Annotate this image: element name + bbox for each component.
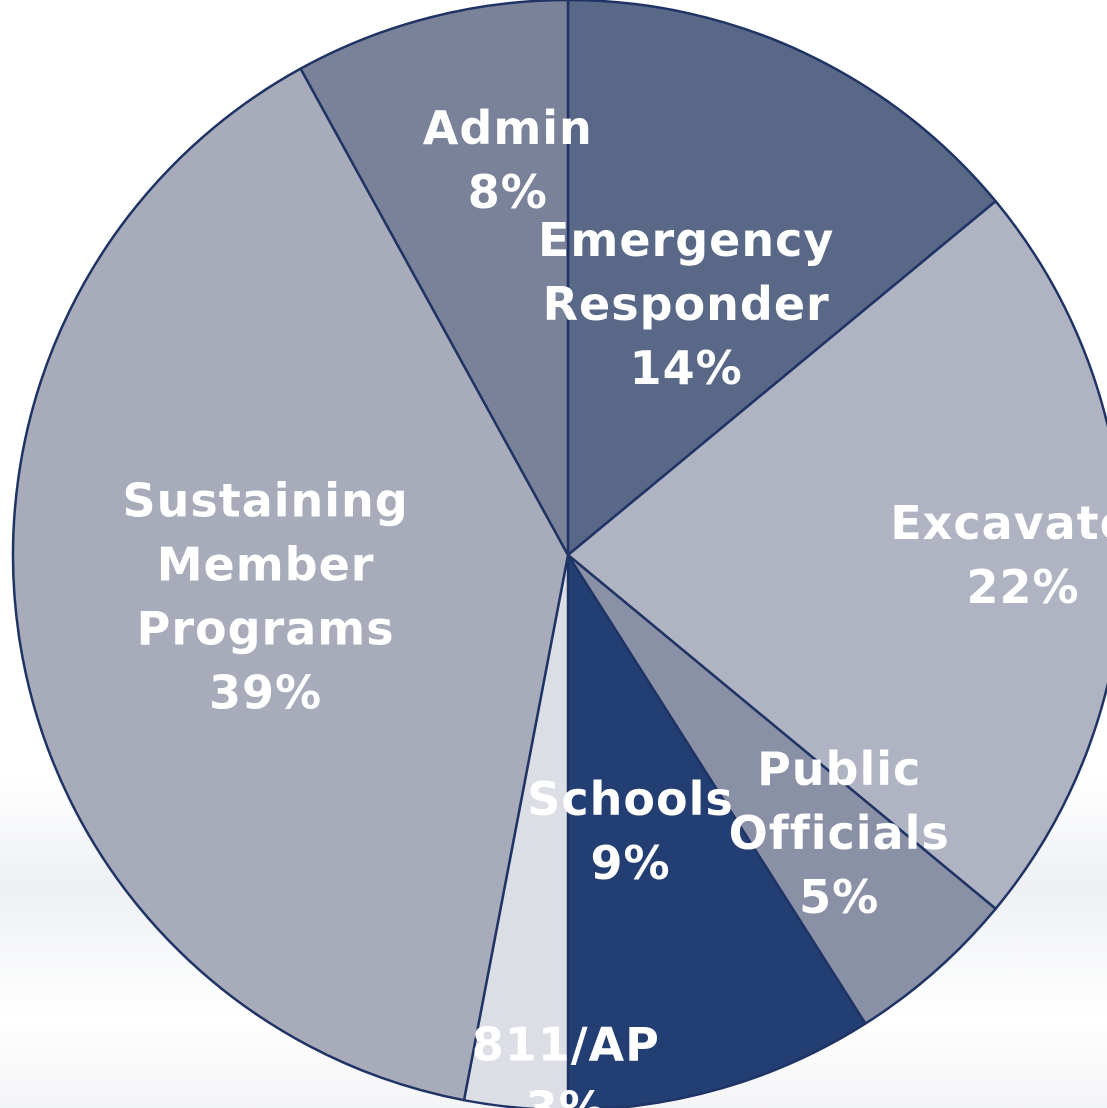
- pie-slice-sustaining-member-programs: [11, 67, 570, 1102]
- pie-label-name: 811/AP: [472, 1018, 660, 1072]
- pie-label-name: Sustaining: [122, 474, 408, 528]
- pie-label-811-ap: 811/AP 3%: [472, 1018, 660, 1108]
- pie-label-value: 9%: [590, 836, 670, 890]
- pie-label-name: Responder: [543, 277, 830, 331]
- pie-label-excavator: Excavator 22%: [890, 496, 1107, 614]
- pie-label-name: Excavator: [890, 496, 1107, 550]
- pie-label-sustaining-member-programs: Sustaining Member Programs 39%: [122, 474, 408, 720]
- pie-label-value: 39%: [209, 666, 322, 720]
- pie-label-name: Public: [757, 742, 921, 796]
- pie-slice-emergency-responder: [566, 0, 997, 557]
- pie-label-value: 5%: [799, 870, 879, 924]
- pie-label-value: 22%: [967, 560, 1080, 614]
- pie-slices: [11, 0, 1107, 1108]
- pie-label-name: Schools: [527, 772, 734, 826]
- pie-label-name: Member: [157, 538, 375, 592]
- pie-label-admin: Admin 8%: [423, 101, 593, 219]
- pie-label-value: 3%: [526, 1082, 606, 1108]
- pie-label-public-officials: Public Officials 5%: [729, 742, 950, 924]
- pie-label-name: Programs: [137, 602, 395, 656]
- pie-slice-admin: [299, 0, 570, 557]
- pie-label-schools: Schools 9%: [527, 772, 734, 890]
- pie-labels: Emergency Responder 14% Excavator 22% Public O…: [122, 101, 1107, 1108]
- pie-slice-public-officials: [566, 553, 997, 1025]
- pie-label-emergency-responder: Emergency Responder 14%: [538, 213, 834, 395]
- pie-slice-schools: [566, 553, 867, 1108]
- pie-label-value: 14%: [630, 341, 743, 395]
- pie-slice-excavator: [566, 199, 1107, 911]
- pie-label-name: Emergency: [538, 213, 834, 267]
- pie-label-name: Officials: [729, 806, 950, 860]
- pie-label-value: 8%: [468, 165, 548, 219]
- pie-label-name: Admin: [423, 101, 593, 155]
